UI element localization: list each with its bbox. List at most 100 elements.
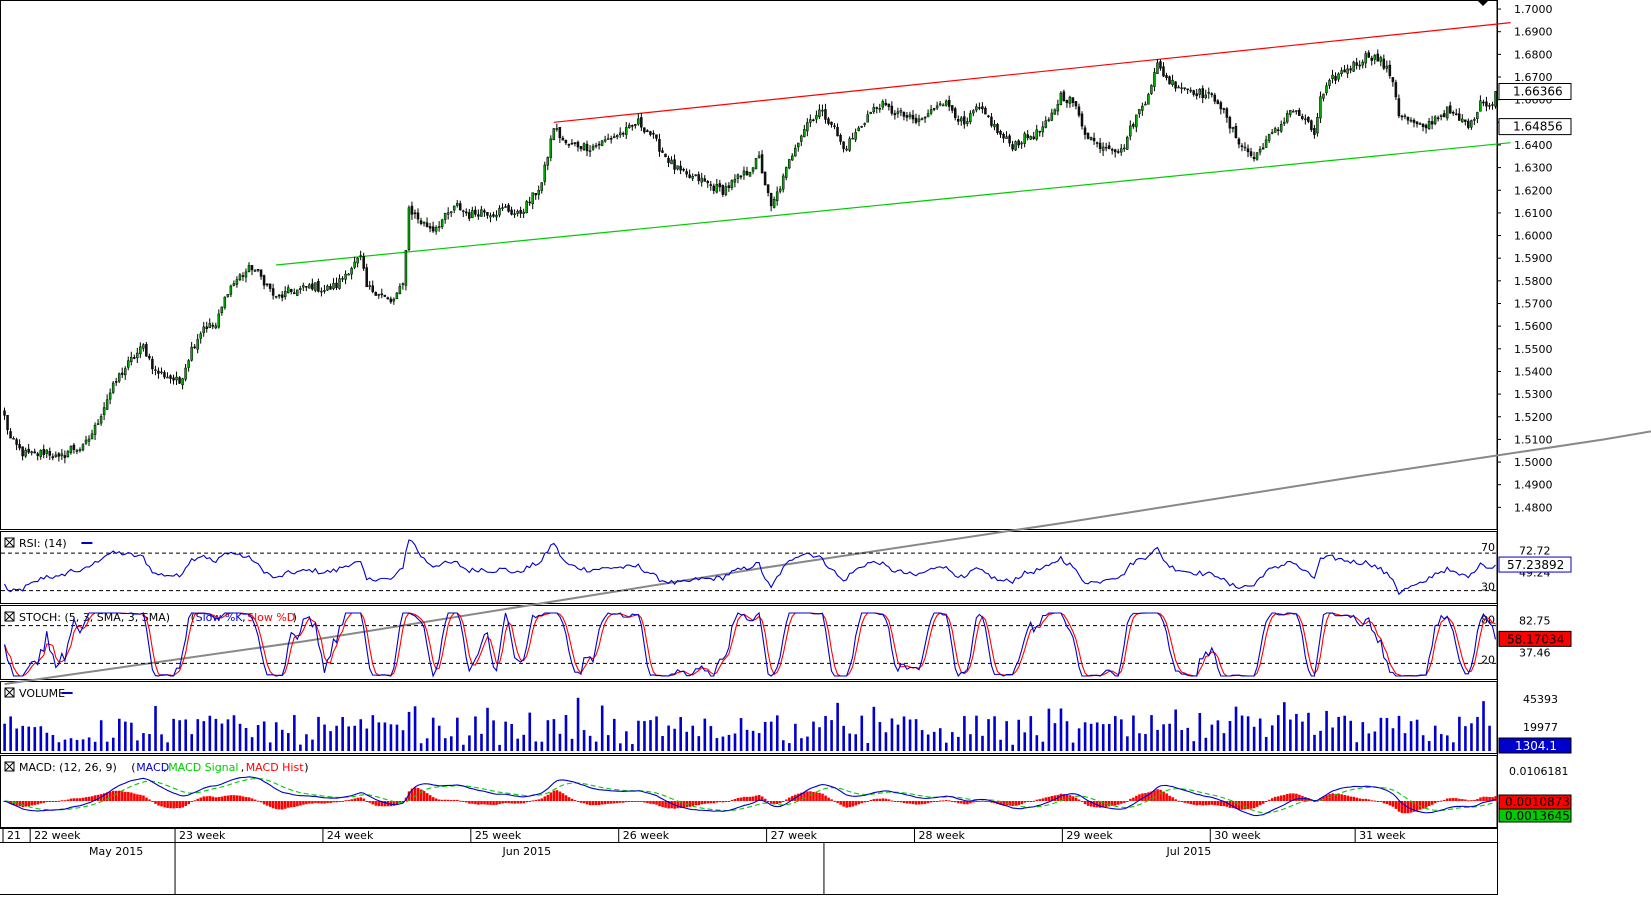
volume-bar: [1391, 728, 1395, 751]
candle-body: [1065, 100, 1069, 104]
macd-hist-bar: [866, 800, 870, 802]
candle-body: [860, 125, 863, 128]
macd-hist-bar: [1083, 801, 1087, 805]
candle-body: [935, 105, 939, 109]
macd-hist-bar: [688, 801, 692, 807]
macd-hist-bar: [341, 800, 344, 802]
macd-hist-bar: [619, 801, 622, 803]
macd-hist-bar: [769, 801, 773, 804]
macd-hist-bar: [1135, 795, 1138, 801]
macd-hist-bar: [504, 801, 507, 803]
volume-bar: [1276, 715, 1280, 751]
candle-body: [1451, 112, 1455, 114]
candle-body: [404, 249, 408, 286]
volume-bar: [963, 716, 966, 751]
volume-bar: [365, 728, 369, 751]
candle-body: [1373, 55, 1377, 60]
macd-legend-sep: ,: [163, 761, 167, 774]
candle-body: [558, 126, 562, 139]
macd-hist-bar: [1427, 801, 1431, 806]
macd-hist-bar: [1177, 800, 1180, 802]
candle-body: [241, 275, 245, 277]
rsi-current-value: 57.23892: [1507, 558, 1564, 572]
macd-hist-bar: [1204, 801, 1208, 806]
macd-hist-bar: [736, 797, 740, 801]
candle-body: [462, 210, 465, 213]
candle-body: [1123, 147, 1126, 150]
volume-bar: [679, 717, 682, 751]
candle-body: [395, 292, 399, 300]
macd-hist-bar: [1047, 796, 1051, 801]
candle-body: [386, 297, 390, 300]
macd-hist-bar: [778, 801, 782, 804]
volume-bar: [733, 733, 737, 751]
candle-body: [1479, 100, 1482, 112]
macd-hist-bar: [1340, 794, 1343, 801]
candle-body: [1144, 103, 1147, 106]
candle-body: [181, 378, 184, 386]
candle-body: [1258, 148, 1262, 153]
candle-body: [1473, 119, 1476, 121]
price-tick-label: 1.5900: [1514, 252, 1553, 265]
candle-body: [350, 268, 353, 275]
macd-hist-bar: [1195, 801, 1199, 806]
volume-bar: [27, 726, 31, 751]
macd-hist-bar: [836, 801, 839, 803]
macd-hist-bar: [151, 801, 154, 803]
volume-bar: [456, 717, 459, 751]
macd-hist-bar: [60, 800, 64, 802]
macd-hist-bar: [694, 801, 698, 806]
candle-body: [1328, 79, 1331, 86]
volume-bar: [769, 721, 773, 751]
candle-body: [712, 185, 716, 191]
volume-bar: [896, 724, 900, 751]
candle-body: [356, 257, 359, 264]
candle-body: [884, 102, 888, 106]
candle-body: [1385, 65, 1389, 69]
candle-body: [326, 285, 329, 291]
candle-body: [368, 285, 371, 287]
volume-bar: [546, 720, 550, 751]
volume-bar: [238, 723, 242, 751]
candle-body: [63, 455, 67, 458]
candle-body: [733, 178, 737, 183]
candle-body: [425, 222, 429, 227]
macd-hist-bar: [800, 792, 803, 801]
candle-body: [1355, 62, 1358, 66]
macd-legend-paren: (: [131, 761, 135, 774]
macd-hist-bar: [1077, 799, 1081, 801]
candle-body: [223, 296, 227, 308]
candle-body: [1418, 123, 1422, 125]
volume-bar: [1325, 710, 1328, 751]
candle-body: [984, 107, 987, 115]
volume-bar: [1355, 742, 1359, 751]
volume-bar: [926, 734, 930, 751]
stoch-toggle-icon-x2: [4, 611, 15, 622]
volume-bar: [220, 723, 224, 751]
volume-bar: [1470, 723, 1473, 751]
macd-hist-bar: [253, 799, 257, 801]
macd-hist-bar: [1313, 801, 1316, 802]
candle-body: [127, 360, 130, 368]
candle-body: [670, 159, 673, 165]
candle-body: [1346, 68, 1349, 74]
candle-body: [172, 377, 175, 381]
candle-body: [902, 111, 906, 117]
candle-body: [842, 141, 845, 150]
macd-hist-bar: [229, 795, 233, 801]
candle-body: [1406, 116, 1410, 121]
macd-hist-bar: [585, 801, 589, 805]
macd-hist-bar: [522, 801, 526, 804]
macd-hist-bar: [1358, 798, 1362, 801]
macd-hist-bar: [501, 801, 504, 804]
macd-hist-bar: [136, 794, 139, 801]
volume-bar: [335, 725, 338, 751]
volume-bar: [431, 717, 435, 751]
macd-hist-bar: [1095, 801, 1099, 808]
macd-hist-bar: [184, 801, 187, 806]
candle-body: [540, 182, 543, 191]
volume-bar: [830, 720, 833, 751]
macd-hist-bar: [564, 795, 568, 801]
macd-hist-bar: [368, 801, 372, 803]
macd-hist-bar: [1074, 797, 1078, 801]
